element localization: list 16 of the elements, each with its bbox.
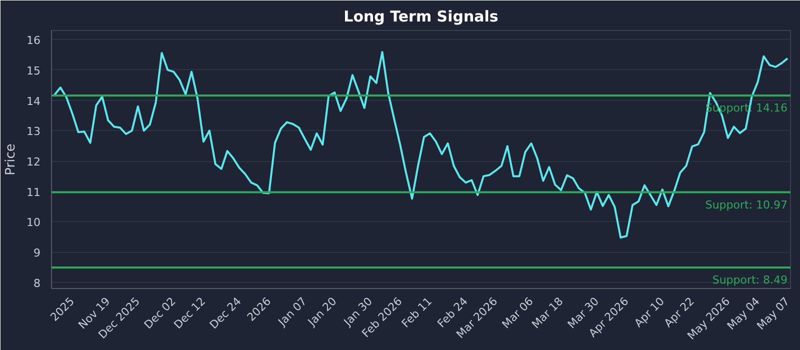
ref-line-label: Support: 10.97 [705,198,788,212]
chart-title: Long Term Signals [344,8,498,26]
y-tick-label: 8 [34,276,40,290]
ref-line-label: Support: 8.49 [712,274,788,287]
y-tick-label: 13 [26,125,41,138]
y-tick-label: 9 [34,246,40,260]
y-tick-label: 14 [26,94,41,108]
y-tick-label: 12 [26,156,41,169]
y-tick-label: 11 [26,186,41,199]
x-tick-label: Apr 10 [632,294,667,330]
y-tick-label: 16 [26,34,41,48]
x-tick-label: Dec 24 [207,294,244,332]
line-series [53,51,789,239]
y-axis-title: Price [4,144,19,176]
y-tick-label: 15 [26,64,41,78]
y-tick-label: 10 [26,216,41,230]
